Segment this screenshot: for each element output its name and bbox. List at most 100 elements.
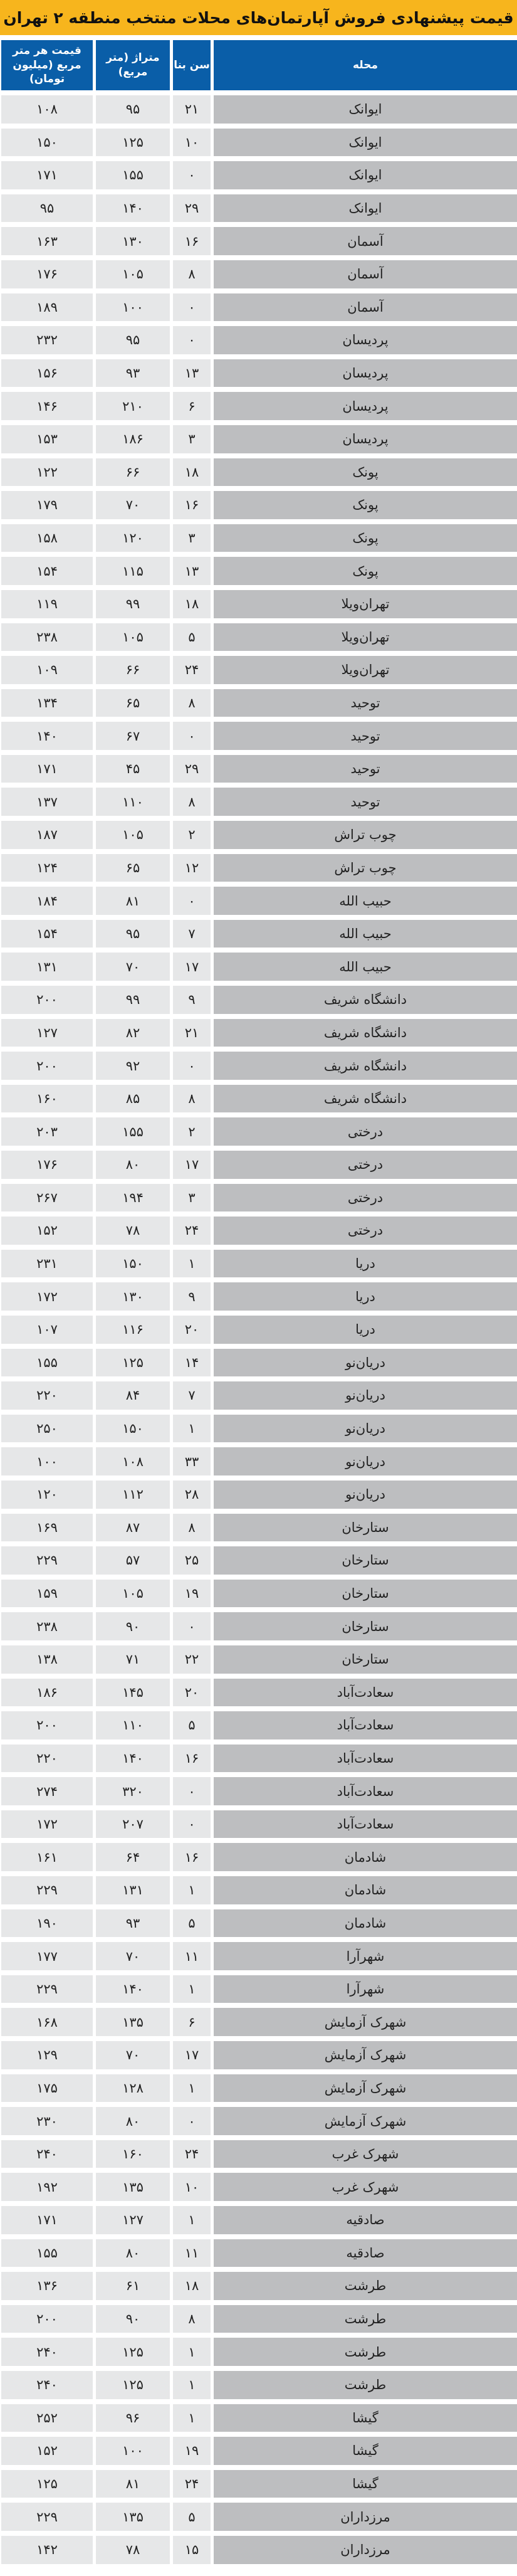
table-row: حبیب الله ۱۷ ۷۰ ۱۳۱ bbox=[0, 953, 517, 981]
table-row: دانشگاه شریف ۸ ۸۵ ۱۶۰ bbox=[0, 1084, 517, 1113]
building-age-cell: ۱۸ bbox=[173, 2272, 211, 2300]
table-row: دریان‌نو ۳۳ ۱۰۸ ۱۰۰ bbox=[0, 1447, 517, 1475]
building-age-cell: ۱۰ bbox=[173, 128, 211, 157]
table-row: دریان‌نو ۱ ۱۵۰ ۲۵۰ bbox=[0, 1414, 517, 1443]
building-age-cell: ۲۰ bbox=[173, 1315, 211, 1344]
price-cell: ۲۰۰ bbox=[1, 1711, 93, 1739]
area-cell: ۹۵ bbox=[96, 95, 170, 124]
price-cell: ۱۰۷ bbox=[1, 1315, 93, 1344]
table-row: سعادت‌آباد ۲۰ ۱۴۵ ۱۸۶ bbox=[0, 1678, 517, 1707]
neighborhood-cell: دریا bbox=[214, 1282, 517, 1311]
price-cell: ۲۰۰ bbox=[1, 2304, 93, 2333]
price-cell: ۱۵۳ bbox=[1, 425, 93, 453]
price-cell: ۱۵۹ bbox=[1, 1579, 93, 1608]
area-cell: ۶۵ bbox=[96, 689, 170, 717]
price-cell: ۱۹۰ bbox=[1, 1909, 93, 1938]
neighborhood-cell: دریان‌نو bbox=[214, 1348, 517, 1377]
neighborhood-cell: دانشگاه شریف bbox=[214, 1018, 517, 1047]
table-row: شهرآرا ۱۱ ۷۰ ۱۷۷ bbox=[0, 1942, 517, 1970]
building-age-cell: ۱۶ bbox=[173, 1843, 211, 1872]
table-row: آسمان ۱۶ ۱۳۰ ۱۶۳ bbox=[0, 227, 517, 255]
price-cell: ۲۲۹ bbox=[1, 1975, 93, 2003]
neighborhood-cell: ایوانک bbox=[214, 95, 517, 124]
table-row: شهرک غرب ۱۰ ۱۳۵ ۱۹۲ bbox=[0, 2173, 517, 2201]
price-cell: ۱۶۳ bbox=[1, 227, 93, 255]
price-cell: ۱۲۷ bbox=[1, 1018, 93, 1047]
table-row: حبیب الله ۷ ۹۵ ۱۵۴ bbox=[0, 919, 517, 948]
price-cell: ۲۵۰ bbox=[1, 1414, 93, 1443]
table-row: دریان‌نو ۲۸ ۱۱۲ ۱۲۰ bbox=[0, 1480, 517, 1509]
table-row: آسمان ۰ ۱۰۰ ۱۸۹ bbox=[0, 293, 517, 322]
price-cell: ۲۲۰ bbox=[1, 1744, 93, 1773]
price-cell: ۱۲۵ bbox=[1, 2469, 93, 2498]
table-row: شادمان ۱ ۱۳۱ ۲۲۹ bbox=[0, 1876, 517, 1904]
building-age-cell: ۱ bbox=[173, 1876, 211, 1904]
header-building-age: سن بنا bbox=[173, 40, 211, 90]
area-cell: ۱۰۵ bbox=[96, 623, 170, 652]
area-cell: ۵۷ bbox=[96, 1546, 170, 1575]
table-row: سعادت‌آباد ۱۶ ۱۴۰ ۲۲۰ bbox=[0, 1744, 517, 1773]
building-age-cell: ۸ bbox=[173, 260, 211, 288]
price-cell: ۱۵۲ bbox=[1, 1217, 93, 1245]
building-age-cell: ۱۲ bbox=[173, 853, 211, 882]
building-age-cell: ۵ bbox=[173, 623, 211, 652]
area-cell: ۹۰ bbox=[96, 1612, 170, 1640]
table-row: طرشت ۱۸ ۶۱ ۱۳۶ bbox=[0, 2272, 517, 2300]
building-age-cell: ۲۴ bbox=[173, 1217, 211, 1245]
area-cell: ۹۵ bbox=[96, 326, 170, 354]
building-age-cell: ۱ bbox=[173, 2206, 211, 2234]
price-cell: ۱۷۶ bbox=[1, 1151, 93, 1179]
building-age-cell: ۵ bbox=[173, 2503, 211, 2531]
neighborhood-cell: پردیسان bbox=[214, 392, 517, 420]
price-cell: ۱۸۹ bbox=[1, 293, 93, 322]
price-cell: ۲۴۰ bbox=[1, 2140, 93, 2168]
table-row: صادقیه ۱۱ ۸۰ ۱۵۵ bbox=[0, 2239, 517, 2267]
table-row: مرزداران ۵ ۱۳۵ ۲۲۹ bbox=[0, 2503, 517, 2531]
building-age-cell: ۱۶ bbox=[173, 227, 211, 255]
table-row: صادقیه ۱ ۱۲۷ ۱۷۱ bbox=[0, 2206, 517, 2234]
area-cell: ۷۸ bbox=[96, 1217, 170, 1245]
area-cell: ۷۰ bbox=[96, 2041, 170, 2069]
area-cell: ۱۲۵ bbox=[96, 1348, 170, 1377]
area-cell: ۱۵۰ bbox=[96, 1414, 170, 1443]
table-row: دریا ۱ ۱۵۰ ۲۳۱ bbox=[0, 1249, 517, 1278]
building-age-cell: ۲۹ bbox=[173, 194, 211, 223]
price-cell: ۱۷۲ bbox=[1, 1282, 93, 1311]
table-row: تهران‌ویلا ۵ ۱۰۵ ۲۳۸ bbox=[0, 623, 517, 652]
building-age-cell: ۱۴ bbox=[173, 1348, 211, 1377]
price-cell: ۱۰۸ bbox=[1, 95, 93, 124]
area-cell: ۱۵۵ bbox=[96, 161, 170, 189]
area-cell: ۱۵۰ bbox=[96, 1249, 170, 1278]
area-cell: ۱۰۰ bbox=[96, 2437, 170, 2465]
table-row: چوب تراش ۱۲ ۶۵ ۱۲۴ bbox=[0, 853, 517, 882]
price-cell: ۲۲۹ bbox=[1, 2503, 93, 2531]
building-age-cell: ۱۷ bbox=[173, 2041, 211, 2069]
neighborhood-cell: سعادت‌آباد bbox=[214, 1711, 517, 1739]
price-cell: ۱۷۶ bbox=[1, 260, 93, 288]
price-cell: ۱۸۷ bbox=[1, 821, 93, 849]
price-cell: ۱۷۱ bbox=[1, 754, 93, 783]
area-cell: ۹۶ bbox=[96, 2404, 170, 2432]
table-row: تهران‌ویلا ۱۸ ۹۹ ۱۱۹ bbox=[0, 589, 517, 618]
neighborhood-cell: درختی bbox=[214, 1151, 517, 1179]
building-age-cell: ۱ bbox=[173, 2074, 211, 2103]
area-cell: ۱۰۵ bbox=[96, 260, 170, 288]
area-cell: ۷۰ bbox=[96, 953, 170, 981]
area-cell: ۶۷ bbox=[96, 722, 170, 750]
neighborhood-cell: حبیب الله bbox=[214, 953, 517, 981]
neighborhood-cell: حبیب الله bbox=[214, 919, 517, 948]
table-row: طرشت ۱ ۱۲۵ ۲۴۰ bbox=[0, 2338, 517, 2366]
building-age-cell: ۰ bbox=[173, 1052, 211, 1080]
neighborhood-cell: آسمان bbox=[214, 260, 517, 288]
building-age-cell: ۱۱ bbox=[173, 2239, 211, 2267]
price-cell: ۱۵۸ bbox=[1, 524, 93, 552]
area-cell: ۱۴۰ bbox=[96, 1744, 170, 1773]
price-cell: ۱۷۱ bbox=[1, 161, 93, 189]
area-cell: ۳۲۰ bbox=[96, 1777, 170, 1805]
neighborhood-cell: مرزداران bbox=[214, 2535, 517, 2564]
neighborhood-cell: شادمان bbox=[214, 1876, 517, 1904]
neighborhood-cell: سعادت‌آباد bbox=[214, 1744, 517, 1773]
area-cell: ۱۲۵ bbox=[96, 2370, 170, 2399]
neighborhood-cell: ایوانک bbox=[214, 194, 517, 223]
building-age-cell: ۸ bbox=[173, 2304, 211, 2333]
